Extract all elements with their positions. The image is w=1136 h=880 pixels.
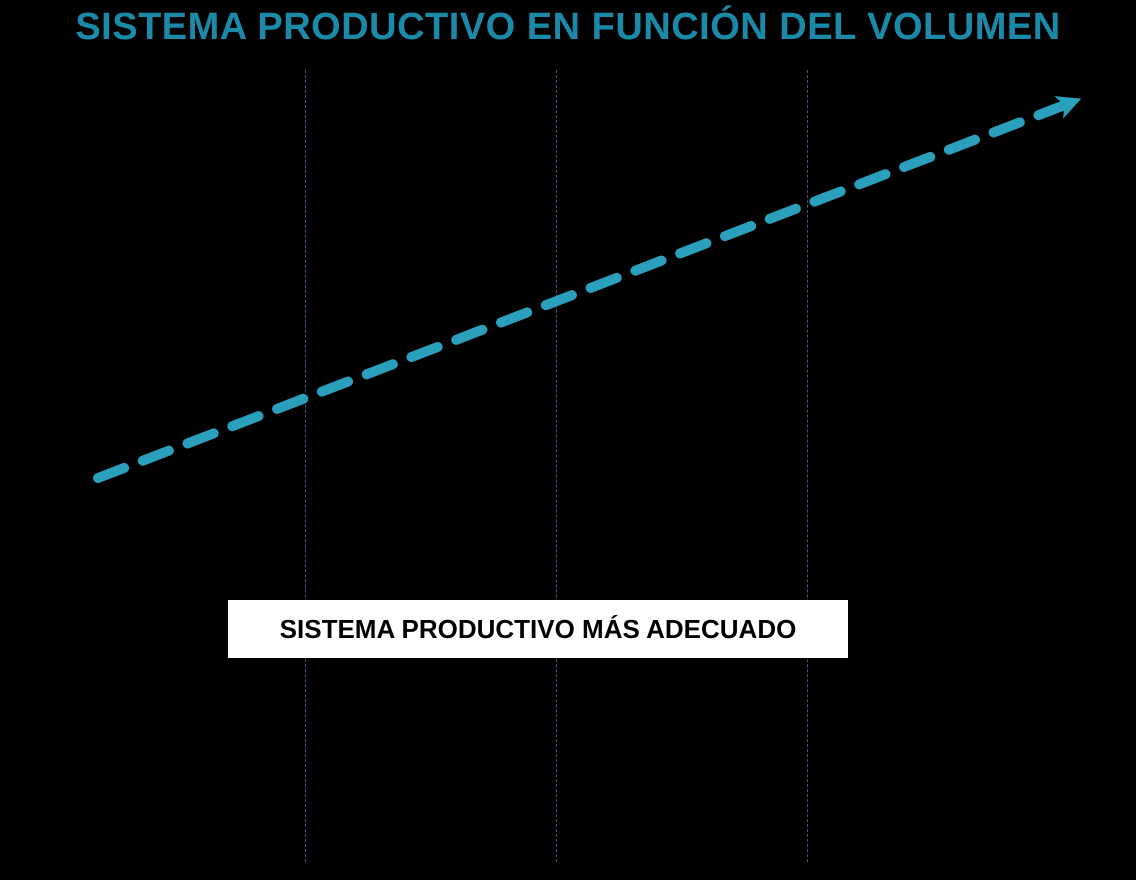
page-title: SISTEMA PRODUCTIVO EN FUNCIÓN DEL VOLUME…: [0, 6, 1136, 49]
system-label-text: SISTEMA PRODUCTIVO MÁS ADECUADO: [280, 614, 797, 645]
divider-line-1: [305, 70, 306, 862]
divider-line-2: [556, 70, 557, 862]
divider-line-3: [807, 70, 808, 862]
diagram-stage: SISTEMA PRODUCTIVO EN FUNCIÓN DEL VOLUME…: [0, 0, 1136, 880]
trend-line: [98, 103, 1070, 478]
trend-arrow: [0, 0, 1136, 880]
system-label-box: SISTEMA PRODUCTIVO MÁS ADECUADO: [228, 600, 848, 658]
